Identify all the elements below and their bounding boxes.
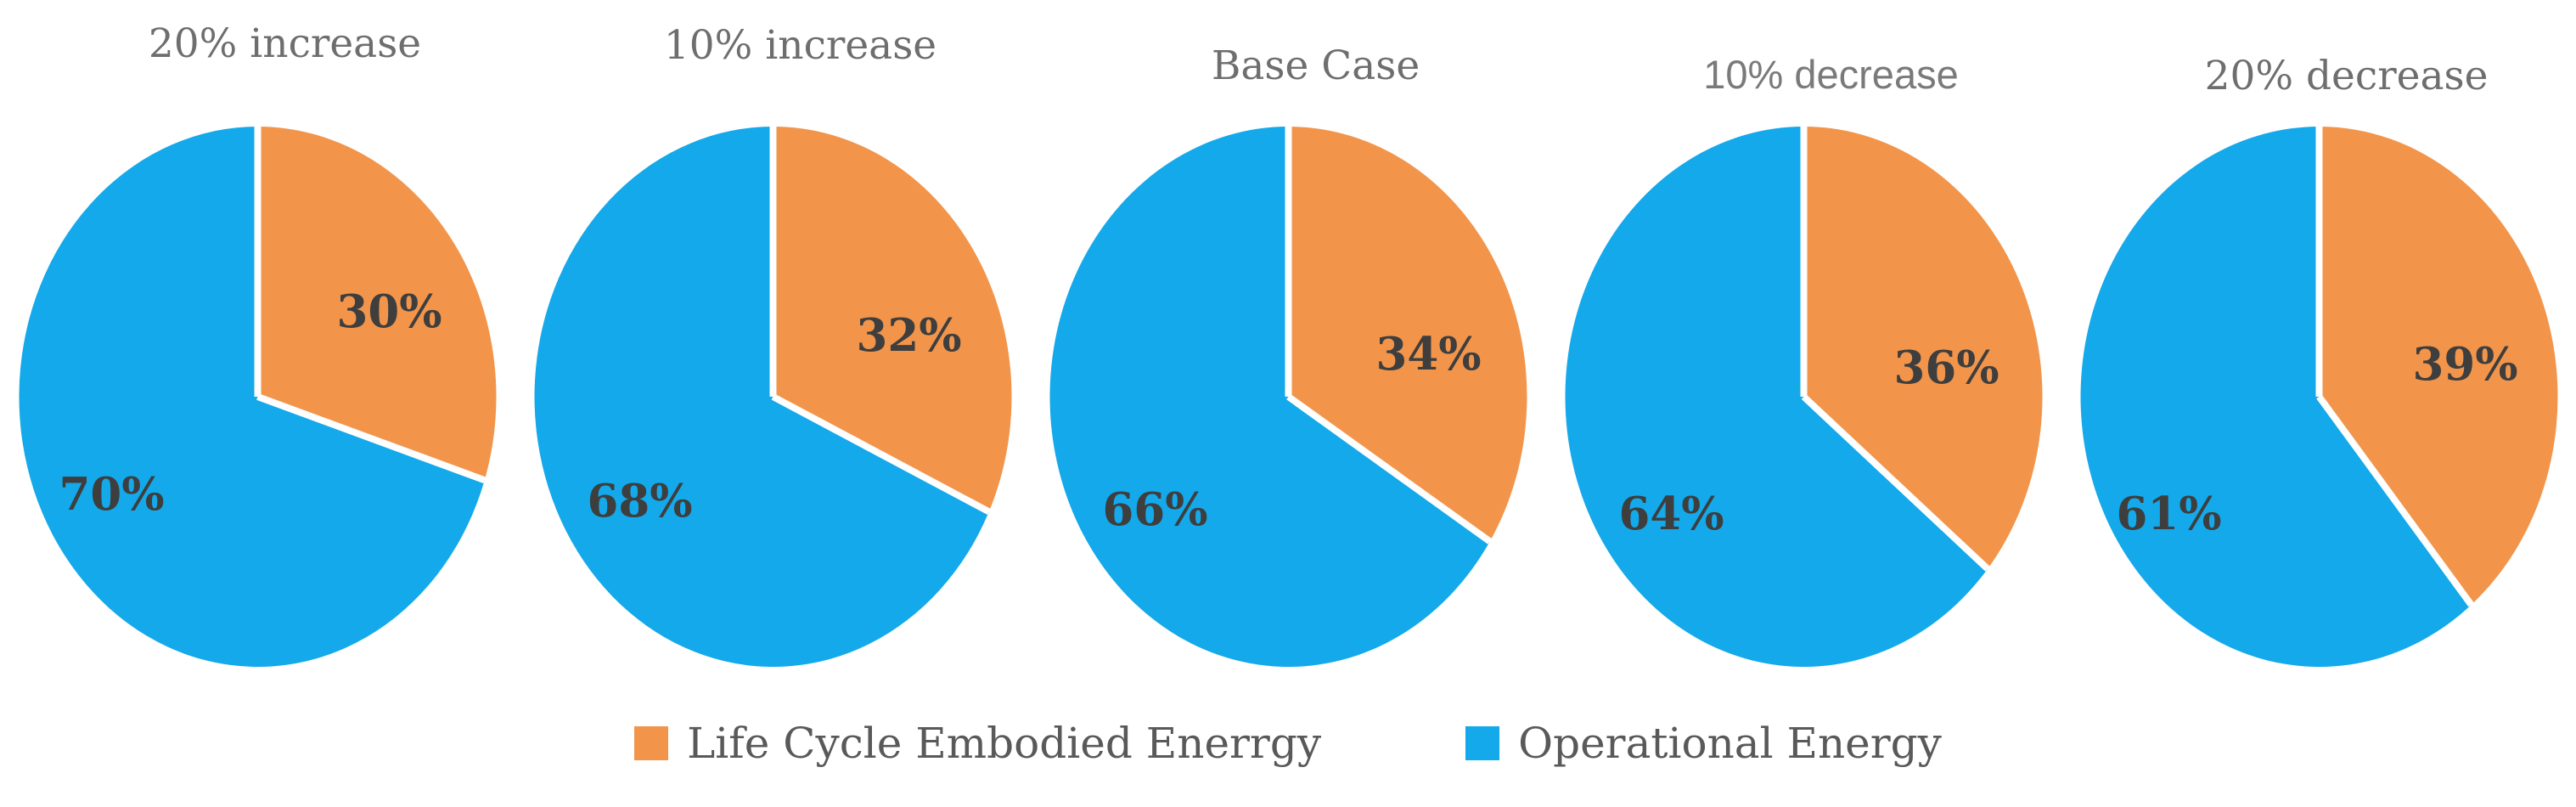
pie-slice-embodied-energy — [2319, 127, 2558, 606]
pie-slice-operational-energy — [2080, 127, 2472, 667]
pie-slice-operational-energy — [1049, 127, 1490, 668]
slice-separator-line — [771, 393, 991, 515]
slice-label-embodied-energy: 39% — [2412, 338, 2517, 391]
slice-label-operational-energy: 70% — [59, 468, 164, 521]
pie-title: 20% decrease — [2204, 53, 2489, 99]
legend-swatch-operational-energy-icon — [1465, 726, 1500, 760]
legend-item-embodied-energy: Life Cycle Embodied Enerrgy — [634, 719, 1321, 768]
pie-column-2: 10% increase 32% 68% — [515, 0, 1031, 705]
slice-label-embodied-energy: 32% — [856, 309, 961, 362]
pie-slice-embodied-energy — [773, 127, 1012, 512]
legend-item-operational-energy: Operational Energy — [1465, 719, 1942, 768]
pie-chart: 34% 66% — [1049, 127, 1527, 668]
pie-title: Base Case — [1211, 42, 1420, 89]
slice-label-embodied-energy: 30% — [336, 285, 442, 338]
slice-label-operational-energy: 68% — [587, 475, 692, 528]
slice-label-operational-energy: 66% — [1102, 483, 1207, 536]
pie-column-4: 10% decrease 36% 64% — [1546, 0, 2061, 705]
slice-separator-line — [256, 393, 487, 484]
pie-title: 10% increase — [663, 22, 937, 69]
legend: Life Cycle Embodied Enerrgy Operational … — [0, 719, 2576, 768]
pie-slice-operational-energy — [534, 127, 989, 667]
slice-label-operational-energy: 61% — [2116, 488, 2221, 540]
pie-charts-row: 20% increase 30% 70% 10% increase 32% 68% Base… — [0, 0, 2576, 705]
slice-separator-line — [2316, 394, 2474, 607]
pie-title: 10% decrease — [1703, 52, 1959, 97]
pie-chart: 30% 70% — [19, 127, 497, 667]
pie-slice-operational-energy — [1565, 127, 1988, 668]
pie-column-1: 20% increase 30% 70% — [0, 0, 515, 705]
slice-separator-line — [1286, 393, 1493, 545]
pie-slice-operational-energy — [19, 127, 485, 667]
slice-label-embodied-energy: 36% — [1893, 341, 1999, 394]
slice-separator-line — [1801, 394, 1990, 572]
legend-swatch-embodied-energy-icon — [634, 726, 669, 760]
pie-chart: 36% 64% — [1565, 127, 2043, 668]
legend-label-embodied-energy: Life Cycle Embodied Enerrgy — [687, 719, 1322, 768]
pie-column-5: 20% decrease 39% 61% — [2061, 0, 2576, 705]
legend-label-operational-energy: Operational Energy — [1518, 719, 1942, 768]
slice-label-embodied-energy: 34% — [1375, 328, 1481, 381]
pie-chart: 39% 61% — [2080, 127, 2558, 667]
pie-column-3: Base Case 34% 66% — [1031, 0, 1546, 705]
pie-title: 20% increase — [148, 20, 422, 67]
pie-slice-embodied-energy — [1803, 127, 2043, 569]
pie-chart: 32% 68% — [534, 127, 1012, 667]
pie-slice-embodied-energy — [257, 127, 497, 481]
slice-label-operational-energy: 64% — [1618, 488, 1724, 540]
